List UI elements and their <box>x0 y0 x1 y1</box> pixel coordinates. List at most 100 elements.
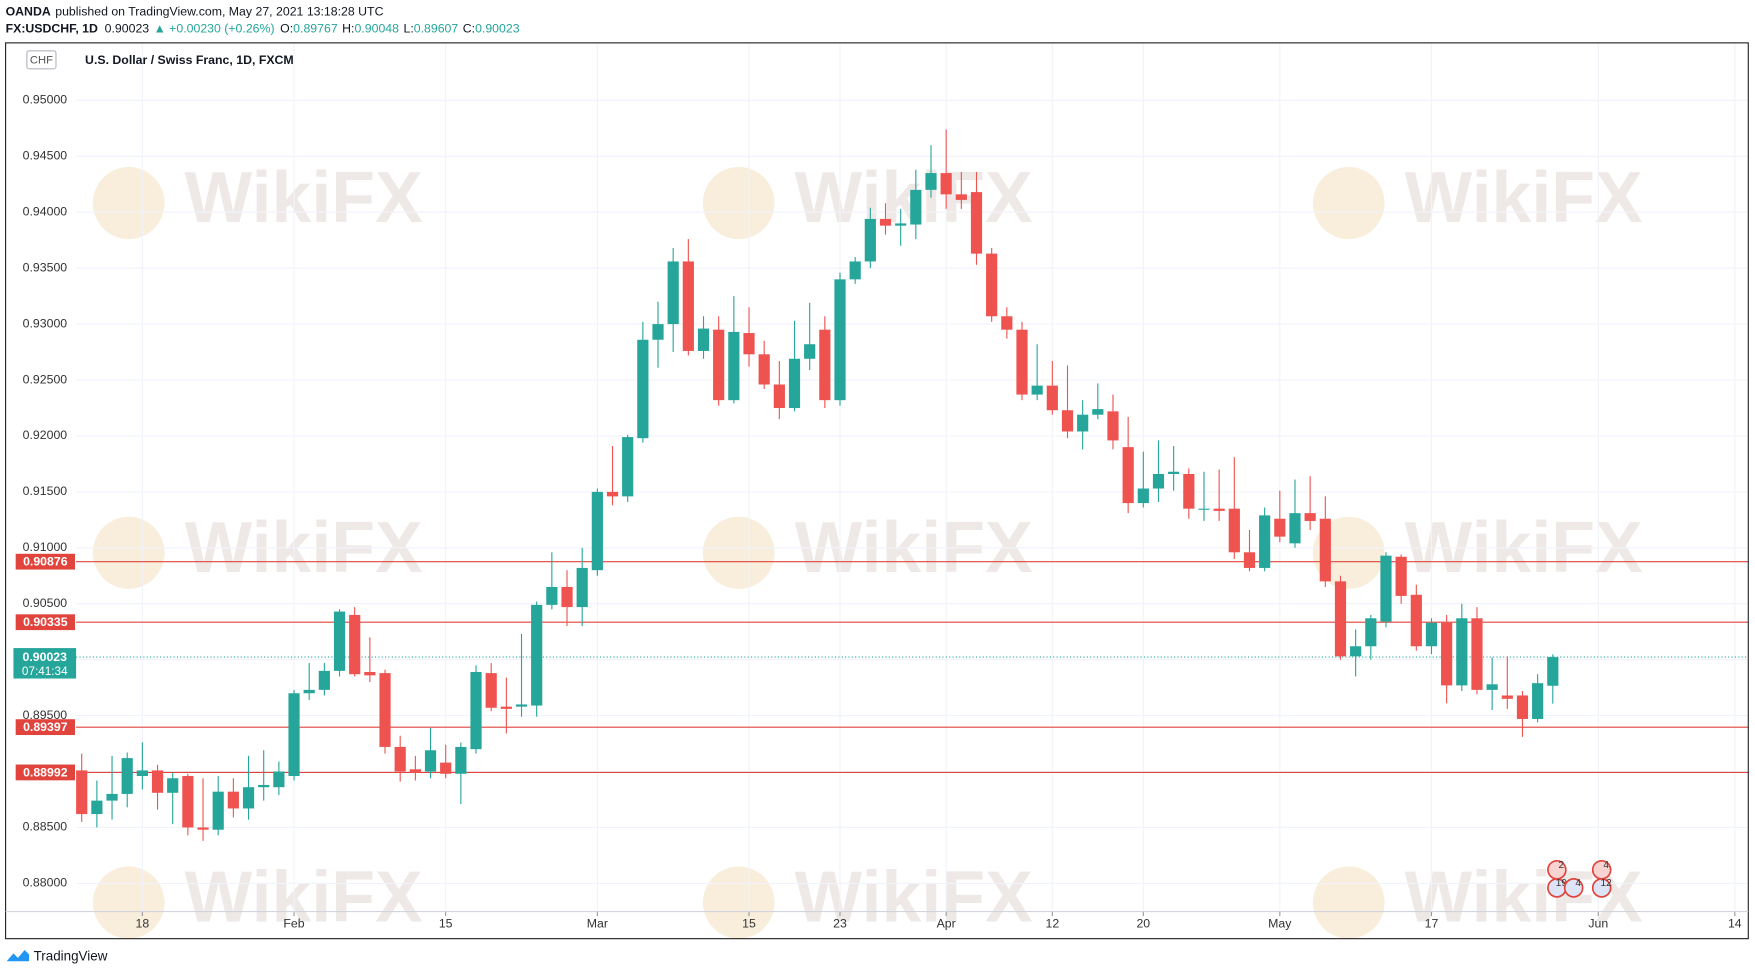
candle-body <box>682 261 694 351</box>
candle-body <box>1289 513 1301 544</box>
candle-body <box>440 762 452 774</box>
candle-body <box>531 604 543 706</box>
event-badge-count: 4 <box>1603 860 1609 871</box>
candle-body <box>606 491 619 497</box>
y-tick-label: 0.95000 <box>23 93 68 107</box>
candle-body <box>1152 473 1165 489</box>
candle-body <box>470 671 482 750</box>
candle-body <box>834 279 846 401</box>
price-line-label: 0.90335 <box>23 615 68 629</box>
candle-body <box>91 800 103 815</box>
candle-body <box>333 611 346 671</box>
candle-body <box>212 791 224 830</box>
candle-body <box>864 218 876 262</box>
ohlc-value: 0.90023 <box>475 22 520 36</box>
candle-body <box>773 384 785 408</box>
candle-body <box>242 787 255 809</box>
candles <box>76 129 1559 841</box>
candle-body <box>591 491 603 571</box>
candle-body <box>1441 622 1453 686</box>
candle-body <box>1198 508 1210 510</box>
candle-body <box>1259 515 1271 568</box>
candle-body <box>455 746 467 774</box>
event-badge <box>1563 878 1584 898</box>
candle-body <box>1077 414 1089 432</box>
ohlc-value: 0.90048 <box>354 22 399 36</box>
candle-body <box>197 827 209 830</box>
watermark-logo <box>702 866 775 939</box>
change-arrow: ▲ <box>154 22 166 36</box>
watermark: WikiFX <box>1405 158 1643 238</box>
y-tick-label: 0.92000 <box>23 428 68 442</box>
y-tick-label: 0.94000 <box>23 204 68 218</box>
candle-body <box>1486 684 1498 690</box>
ohlc-label: O: <box>280 22 293 36</box>
watermark-logo <box>702 166 775 240</box>
x-tick-label: 18 <box>136 916 150 930</box>
x-tick-label: Feb <box>283 916 304 930</box>
candle-body <box>1107 411 1119 441</box>
candle-body <box>424 750 437 772</box>
x-tick-label: Apr <box>937 916 956 930</box>
chart-title: U.S. Dollar / Swiss Franc, 1D, FXCM <box>85 53 294 67</box>
candle-body <box>819 329 831 401</box>
y-tick-label: 0.89500 <box>23 708 68 722</box>
watermark-logo <box>702 516 775 589</box>
candle-body <box>1425 622 1438 647</box>
logo-icon <box>6 949 30 962</box>
watermark-logo <box>1312 166 1385 240</box>
candle-body <box>1532 683 1544 719</box>
candle-body <box>1001 316 1013 330</box>
ohlc-label: H: <box>342 22 354 36</box>
x-tick-label: 15 <box>439 916 453 930</box>
ohlc-value: 0.89767 <box>293 22 338 36</box>
candle-body <box>788 358 801 408</box>
watermark: WikiFX <box>795 857 1033 937</box>
header-line-2: FX:USDCHF, 1D 0.90023 ▲ +0.00230 (+0.26%) O:… <box>6 22 520 36</box>
candle-body <box>136 770 148 777</box>
y-tick-label: 0.94500 <box>23 149 68 163</box>
x-tick-label: 20 <box>1136 916 1150 930</box>
last-price-label: 0.90023 <box>23 650 68 664</box>
candle-body <box>227 791 239 809</box>
candle-body <box>409 769 421 773</box>
candle-body <box>925 173 937 190</box>
candle-body <box>667 261 679 325</box>
watermark-logo <box>92 516 165 589</box>
y-tick-label: 0.91000 <box>23 540 68 554</box>
axes: 0.880000.885000.890000.895000.900000.905… <box>13 93 1742 930</box>
candle-body <box>1228 508 1240 553</box>
ohlc-label: L: <box>403 22 413 36</box>
candle-body <box>1456 618 1468 686</box>
watermark: WikiFX <box>185 857 423 937</box>
candle-body <box>1168 471 1180 474</box>
candle-body <box>955 194 967 200</box>
price-line-label: 0.90876 <box>23 554 68 568</box>
candle-body <box>849 261 861 280</box>
last-price-box <box>13 648 77 679</box>
price-line-label-box <box>15 553 75 570</box>
candle-body <box>910 189 922 225</box>
y-tick-label: 0.93000 <box>23 316 68 330</box>
candle-body <box>576 567 588 608</box>
event-badge-count: 4 <box>1575 878 1581 889</box>
candle-body <box>652 324 664 340</box>
candle-body <box>303 689 315 694</box>
candle-body <box>485 673 497 708</box>
candle-body <box>1122 447 1134 504</box>
chart-border <box>5 42 1749 940</box>
tradingview-logo: TradingView <box>6 948 108 963</box>
x-tick-label: 17 <box>1425 916 1439 930</box>
y-tick-label: 0.93500 <box>23 260 68 274</box>
candle-body <box>1365 618 1377 647</box>
watermark-logo <box>92 166 165 240</box>
event-badge-count: 2 <box>1559 860 1565 871</box>
last-price: 0.90023 <box>105 22 150 36</box>
candle-body <box>379 673 391 747</box>
symbol: FX:USDCHF, 1D <box>6 22 98 36</box>
candle-body <box>743 333 755 355</box>
candle-body <box>167 778 179 793</box>
